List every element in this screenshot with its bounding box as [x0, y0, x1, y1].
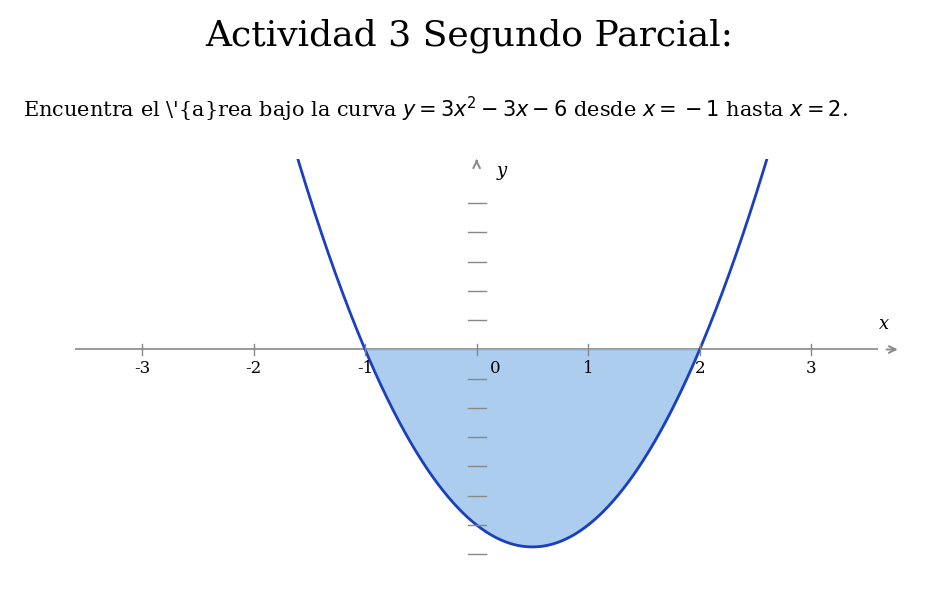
Text: -2: -2: [246, 360, 262, 377]
Text: -1: -1: [357, 360, 373, 377]
Text: 0: 0: [490, 360, 501, 377]
Text: y: y: [497, 162, 507, 180]
Text: 3: 3: [806, 360, 817, 377]
Text: -3: -3: [134, 360, 150, 377]
Text: 2: 2: [694, 360, 705, 377]
Text: x: x: [879, 316, 889, 333]
Text: Encuentra el \'{a}rea bajo la curva $y = 3x^2 - 3x - 6$ desde $x = -1$ hasta $x : Encuentra el \'{a}rea bajo la curva $y =…: [23, 95, 848, 124]
Text: 1: 1: [582, 360, 594, 377]
Text: Actividad 3 Segundo Parcial:: Actividad 3 Segundo Parcial:: [205, 18, 733, 53]
